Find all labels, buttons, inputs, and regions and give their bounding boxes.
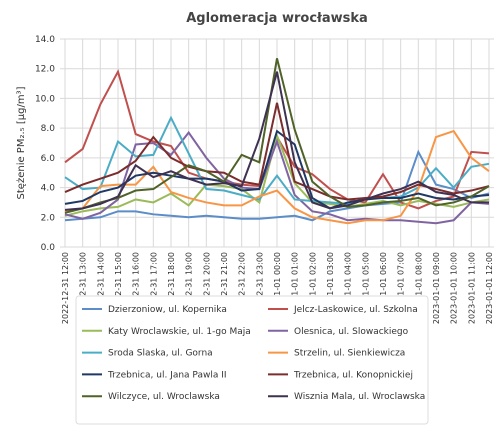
y-tick-label: 10.0 bbox=[35, 94, 55, 104]
y-tick-label: 12.0 bbox=[35, 65, 55, 75]
x-tick-label: 2022-12-31 18:00 bbox=[167, 252, 176, 324]
legend-label: Trzebnica, ul. Jana Pawla II bbox=[107, 370, 227, 380]
x-tick-label: 2022-12-31 20:00 bbox=[202, 252, 211, 324]
x-tick-label: 2023-01-01 00:00 bbox=[273, 252, 282, 324]
y-tick-label: 0.0 bbox=[41, 243, 56, 253]
x-tick-label: 2022-12-31 21:00 bbox=[220, 252, 229, 324]
series-line bbox=[64, 132, 490, 217]
y-tick-label: 8.0 bbox=[41, 124, 56, 134]
x-tick-label: 2023-01-01 03:00 bbox=[326, 252, 335, 324]
x-tick-label: 2023-01-01 06:00 bbox=[379, 252, 388, 324]
legend-label: Dzierzoniow, ul. Kopernika bbox=[108, 305, 227, 315]
x-tick-label: 2022-12-31 14:00 bbox=[96, 252, 105, 324]
x-tick-label: 2023-01-01 05:00 bbox=[361, 252, 370, 324]
x-tick-label: 2023-01-01 02:00 bbox=[308, 252, 317, 324]
chart-title: Aglomeracja wrocławska bbox=[186, 11, 368, 26]
x-tick-label: 2023-01-01 04:00 bbox=[344, 252, 353, 324]
y-tick-label: 14.0 bbox=[35, 35, 55, 45]
legend-label: Sroda Slaska, ul. Gorna bbox=[108, 349, 213, 359]
y-tick-label: 2.0 bbox=[41, 213, 56, 223]
series-line bbox=[64, 130, 490, 225]
series-line bbox=[64, 149, 490, 222]
x-tick-label: 2023-01-01 10:00 bbox=[450, 252, 459, 324]
x-tick-label: 2022-12-31 13:00 bbox=[79, 252, 88, 324]
x-tick-label: 2022-12-31 15:00 bbox=[114, 252, 123, 324]
series-line bbox=[64, 129, 490, 210]
x-tick-label: 2022-12-31 22:00 bbox=[238, 252, 247, 324]
x-tick-label: 2022-12-31 12:00 bbox=[61, 252, 70, 324]
series-line bbox=[64, 102, 490, 201]
x-tick-label: 2023-01-01 01:00 bbox=[291, 252, 300, 324]
x-tick-label: 2023-01-01 09:00 bbox=[432, 252, 441, 324]
legend-label: Jelcz-Laskowice, ul. Szkolna bbox=[293, 305, 418, 315]
series-line bbox=[64, 71, 489, 211]
x-tick-label: 2023-01-01 11:00 bbox=[467, 252, 476, 324]
legend-box bbox=[75, 295, 429, 425]
x-tick-label: 2023-01-01 07:00 bbox=[397, 252, 406, 324]
x-tick-label: 2022-12-31 17:00 bbox=[149, 252, 158, 324]
legend-label: Olesnica, ul. Slowackiego bbox=[294, 327, 409, 337]
series-line bbox=[64, 129, 490, 225]
x-tick-label: 2022-12-31 19:00 bbox=[185, 252, 194, 324]
x-tick-label: 2023-01-01 12:00 bbox=[485, 252, 494, 324]
y-tick-label: 6.0 bbox=[41, 154, 56, 164]
legend-label: Wisznia Mala, ul. Wroclawska bbox=[294, 392, 425, 402]
x-tick-label: 2023-01-01 08:00 bbox=[414, 252, 423, 324]
x-tick-label: 2022-12-31 16:00 bbox=[132, 252, 141, 324]
legend-label: Wilczyce, ul. Wroclawska bbox=[108, 392, 220, 402]
legend-label: Trzebnica, ul. Konopnickiej bbox=[293, 370, 413, 380]
series-line bbox=[64, 58, 490, 214]
y-tick-label: 4.0 bbox=[41, 184, 56, 194]
x-tick-label: 2022-12-31 23:00 bbox=[255, 252, 264, 324]
y-axis-label: Stężenie PM₂.₅ [µg/m³] bbox=[16, 86, 27, 199]
legend-label: Katy Wroclawskie, ul. 1-go Maja bbox=[108, 327, 251, 337]
legend-label: Strzelin, ul. Sienkiewicza bbox=[294, 349, 405, 359]
